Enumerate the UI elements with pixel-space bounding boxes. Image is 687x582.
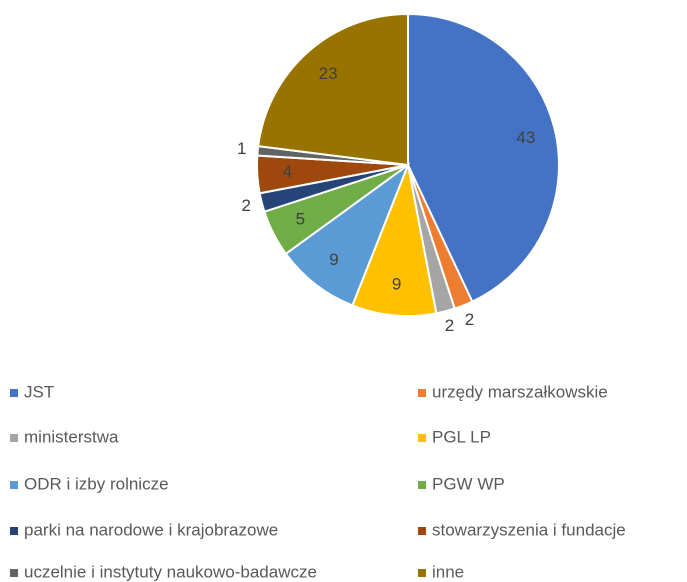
data-label: 9 bbox=[392, 275, 401, 294]
legend-label: PGW WP bbox=[432, 474, 505, 493]
legend-swatch bbox=[418, 389, 426, 397]
data-label: 43 bbox=[516, 128, 535, 147]
data-label: 4 bbox=[283, 162, 292, 181]
data-label: 1 bbox=[237, 139, 246, 158]
data-label: 9 bbox=[329, 250, 338, 269]
data-label: 2 bbox=[465, 310, 474, 329]
legend-swatch bbox=[418, 527, 426, 535]
legend-swatch bbox=[10, 527, 18, 535]
pie-slice bbox=[351, 161, 438, 317]
legend-swatch bbox=[10, 481, 18, 489]
pie-slice bbox=[284, 162, 411, 307]
legend-label: ministerstwa bbox=[24, 427, 119, 446]
legend-label: ODR i izby rolnicze bbox=[24, 474, 169, 493]
legend-label: urzędy marszałkowskie bbox=[432, 382, 608, 401]
legend-label: parki na narodowe i krajobrazowe bbox=[24, 520, 278, 539]
data-label: 5 bbox=[296, 209, 305, 228]
legend-label: PGL LP bbox=[432, 427, 491, 446]
legend-label: inne bbox=[432, 562, 464, 581]
data-label: 2 bbox=[445, 316, 454, 335]
pie-slice bbox=[407, 12, 560, 303]
legend-swatch bbox=[10, 569, 18, 577]
legend-label: stowarzyszenia i fundacje bbox=[432, 520, 626, 539]
data-label: 2 bbox=[242, 196, 251, 215]
data-label: 23 bbox=[319, 64, 338, 83]
legend-swatch bbox=[418, 481, 426, 489]
legend-label: JST bbox=[24, 382, 54, 401]
pie-slice bbox=[257, 12, 409, 167]
legend-swatch bbox=[10, 389, 18, 397]
legend-swatch bbox=[418, 434, 426, 442]
legend-label: uczelnie i instytuty naukowo-badawcze bbox=[24, 562, 317, 581]
legend-swatch bbox=[10, 434, 18, 442]
legend-swatch bbox=[418, 569, 426, 577]
